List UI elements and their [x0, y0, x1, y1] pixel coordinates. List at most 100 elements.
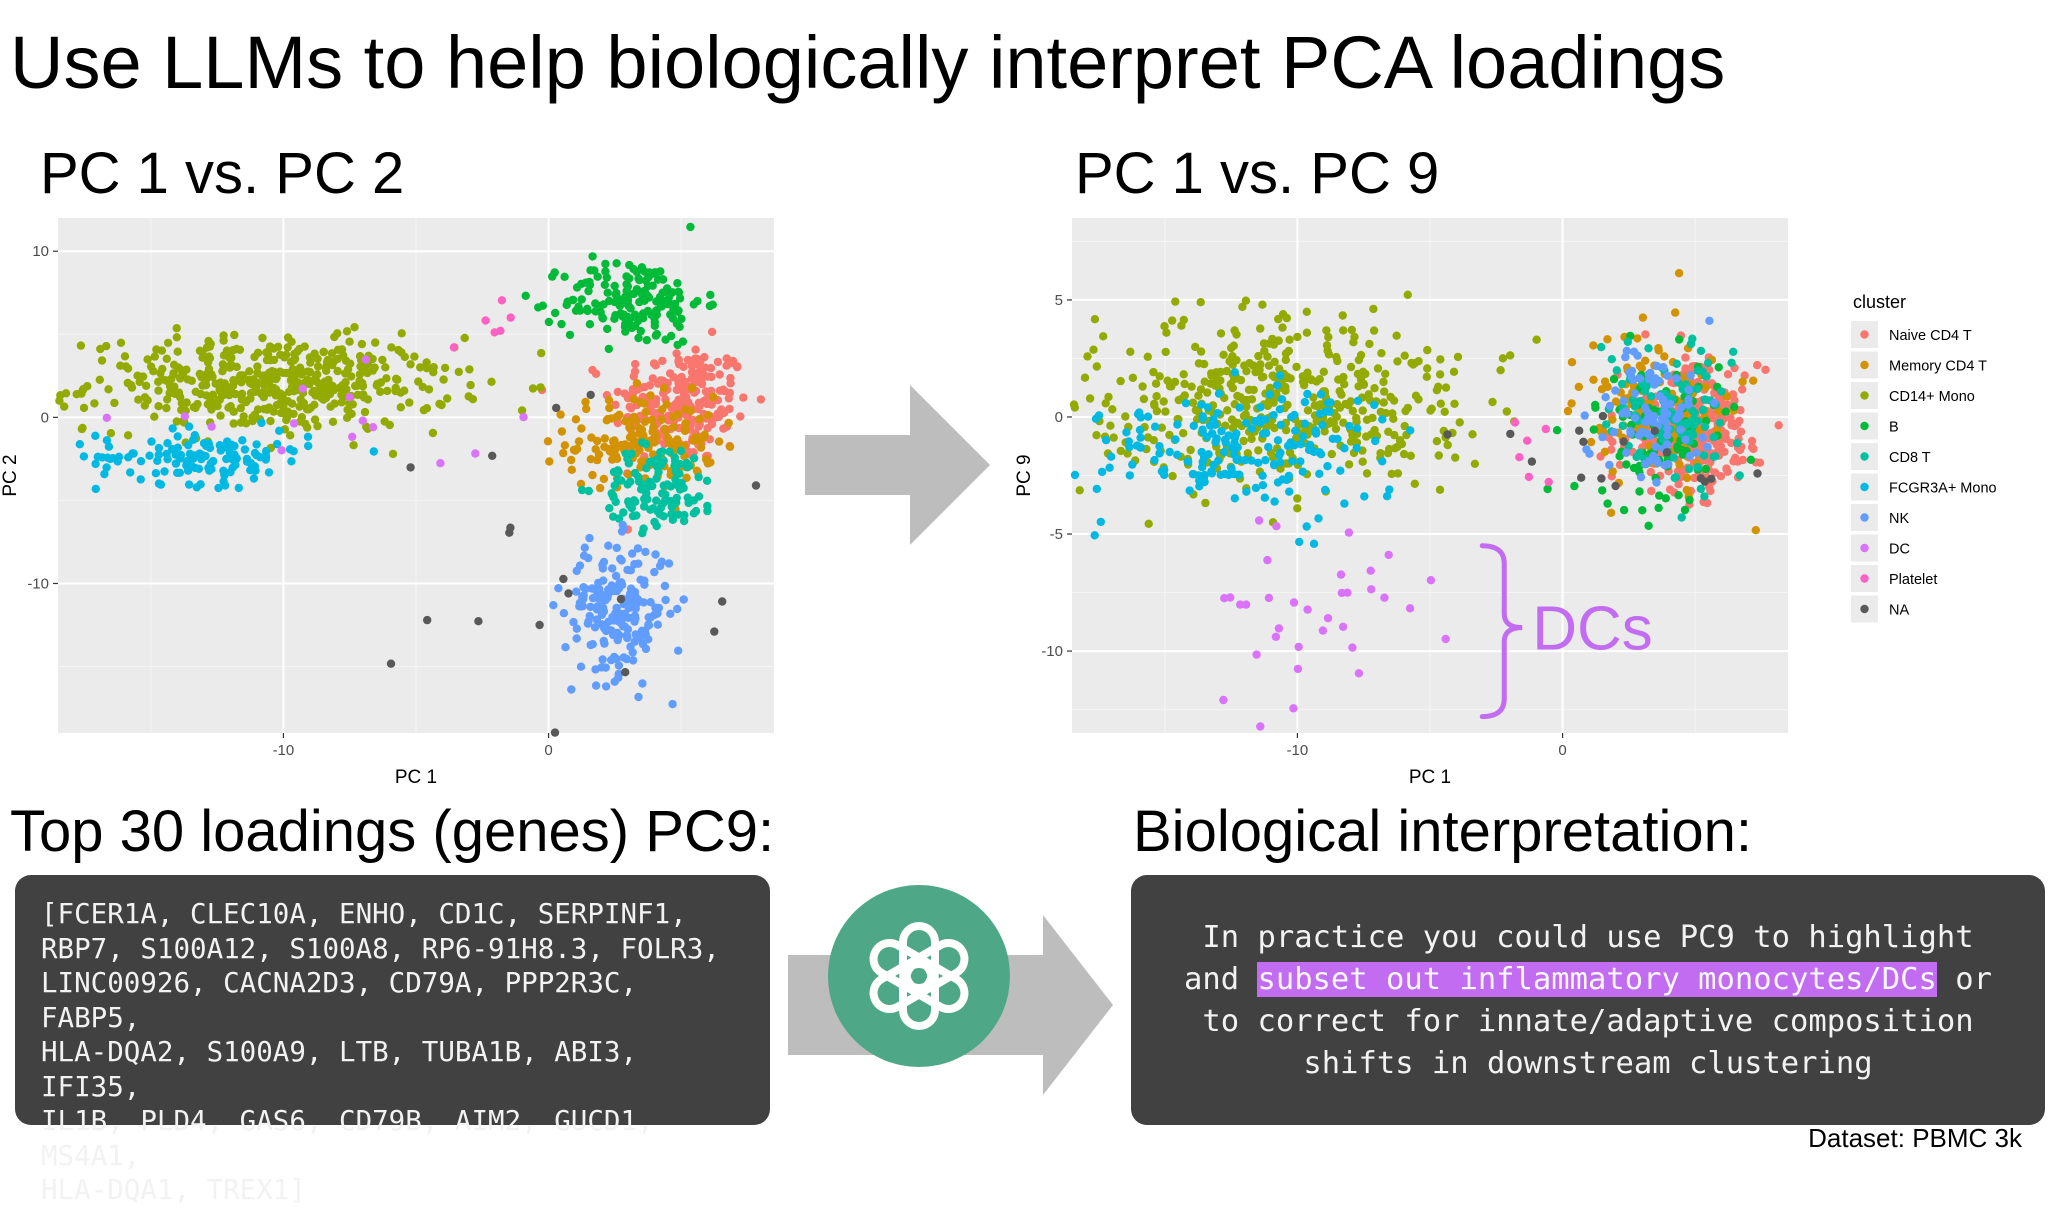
data-point	[1696, 484, 1706, 494]
data-point	[1605, 401, 1615, 411]
data-point	[1674, 480, 1683, 489]
data-point	[603, 288, 612, 297]
data-point	[1570, 481, 1579, 491]
legend-swatch	[1860, 482, 1869, 492]
data-point	[283, 343, 292, 352]
data-point	[1650, 426, 1659, 436]
data-point	[1435, 485, 1445, 494]
data-point	[1354, 355, 1364, 365]
data-point	[1302, 307, 1311, 316]
data-point	[303, 432, 313, 441]
data-point	[1191, 342, 1200, 352]
data-point	[640, 576, 649, 585]
data-point	[1627, 366, 1637, 376]
data-point	[1168, 316, 1177, 325]
data-point	[163, 439, 172, 448]
data-point	[1382, 492, 1392, 501]
data-point	[106, 429, 116, 438]
data-point	[1181, 399, 1191, 408]
data-point	[572, 283, 582, 292]
data-point	[607, 626, 616, 635]
data-point	[556, 410, 565, 419]
data-point	[1348, 643, 1357, 652]
data-point	[592, 605, 602, 614]
data-point	[1677, 403, 1686, 412]
data-point	[665, 447, 674, 456]
data-point	[56, 391, 65, 400]
data-point	[688, 415, 698, 425]
data-point	[95, 375, 105, 384]
data-point	[639, 309, 648, 318]
data-point	[627, 323, 636, 333]
data-point	[1162, 328, 1171, 337]
data-point	[1352, 443, 1361, 453]
data-point	[176, 454, 185, 463]
gene-line: HLA-DQA1, TREX1]	[41, 1174, 306, 1206]
data-point	[204, 364, 214, 374]
data-point	[1316, 390, 1326, 399]
data-point	[406, 360, 415, 369]
data-point	[1636, 427, 1646, 437]
data-point	[1435, 370, 1445, 379]
data-point	[1603, 335, 1612, 344]
data-point	[1678, 384, 1687, 394]
y-tick-label: 0	[1055, 409, 1063, 426]
data-point	[235, 372, 245, 381]
data-point	[1213, 409, 1222, 418]
data-point	[628, 648, 637, 657]
page-title: Use LLMs to help biologically interpret …	[10, 21, 1726, 104]
data-point	[1441, 634, 1450, 644]
data-point	[581, 397, 590, 407]
data-point	[548, 272, 557, 281]
data-point	[506, 313, 515, 322]
data-point	[91, 484, 101, 494]
data-point	[709, 392, 718, 402]
data-point	[1682, 420, 1691, 429]
data-point	[165, 388, 174, 398]
data-point	[172, 417, 181, 426]
data-point	[465, 365, 474, 374]
x-tick-label: -10	[1287, 742, 1309, 759]
data-point	[724, 418, 733, 428]
data-point	[380, 417, 389, 426]
data-point	[1674, 491, 1683, 500]
data-point	[1282, 426, 1291, 435]
points	[1069, 269, 1783, 731]
data-point	[1284, 471, 1294, 481]
data-point	[1506, 429, 1515, 439]
data-point	[1263, 555, 1272, 565]
data-point	[667, 509, 676, 519]
data-point	[1686, 339, 1696, 349]
data-point	[1647, 486, 1656, 496]
data-point	[1589, 425, 1598, 434]
data-point	[160, 467, 169, 476]
data-point	[1274, 314, 1283, 324]
data-point	[1498, 354, 1508, 363]
data-point	[694, 472, 703, 482]
data-point	[1597, 385, 1607, 394]
data-point	[189, 435, 198, 444]
data-point	[1286, 374, 1295, 383]
data-point	[726, 359, 735, 368]
y-tick-label: -5	[1050, 526, 1063, 543]
data-point	[646, 613, 655, 622]
data-point	[577, 424, 586, 433]
data-point	[59, 402, 69, 411]
data-point	[277, 446, 286, 455]
data-point	[1344, 528, 1354, 537]
data-point	[1206, 421, 1215, 430]
data-point	[289, 419, 299, 428]
data-point	[287, 457, 296, 466]
data-point	[1638, 313, 1648, 322]
data-point	[1106, 452, 1116, 461]
data-point	[1369, 304, 1378, 314]
data-point	[692, 466, 702, 475]
data-point	[646, 598, 655, 607]
data-point	[673, 307, 683, 316]
data-point	[1321, 407, 1330, 416]
data-point	[1681, 353, 1690, 362]
data-point	[1173, 450, 1182, 459]
data-point	[376, 378, 386, 387]
data-point	[572, 624, 581, 633]
data-point	[1157, 467, 1167, 476]
